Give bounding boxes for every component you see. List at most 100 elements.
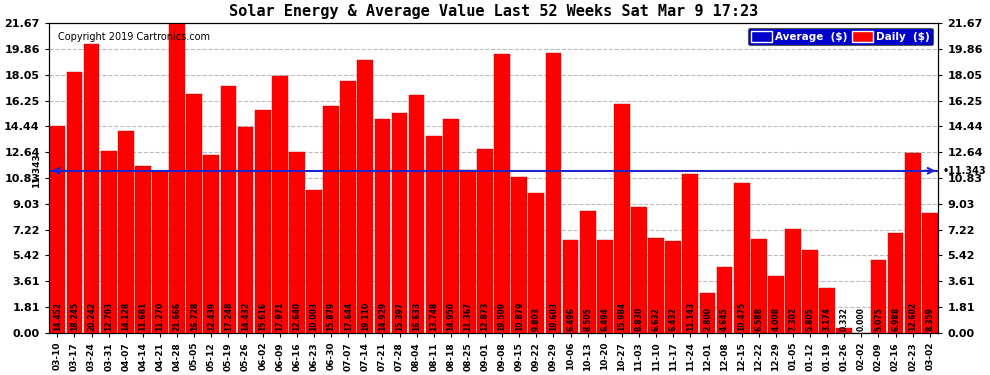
Text: 15.397: 15.397 <box>395 302 404 331</box>
Title: Solar Energy & Average Value Last 52 Weeks Sat Mar 9 17:23: Solar Energy & Average Value Last 52 Wee… <box>229 4 758 19</box>
Bar <box>580 211 596 333</box>
Legend: Average  ($), Daily  ($): Average ($), Daily ($) <box>747 28 934 45</box>
Text: 6.432: 6.432 <box>668 307 678 331</box>
Bar <box>614 104 630 333</box>
Bar <box>717 267 733 333</box>
Bar <box>734 183 749 333</box>
Bar <box>905 153 921 333</box>
Bar <box>870 260 886 333</box>
Bar <box>118 131 134 333</box>
Bar <box>768 276 784 333</box>
Text: 11.681: 11.681 <box>139 302 148 331</box>
Text: 10.879: 10.879 <box>515 302 524 331</box>
Bar <box>545 53 561 333</box>
Bar <box>374 120 390 333</box>
Text: 14.929: 14.929 <box>378 302 387 331</box>
Text: Copyright 2019 Cartronics.com: Copyright 2019 Cartronics.com <box>57 32 210 42</box>
Text: 20.242: 20.242 <box>87 302 96 331</box>
Text: 12.703: 12.703 <box>104 302 113 331</box>
Bar <box>750 239 766 333</box>
Bar <box>888 233 904 333</box>
Text: 15.879: 15.879 <box>327 302 336 331</box>
Text: 0.000: 0.000 <box>857 307 866 331</box>
Bar <box>820 288 835 333</box>
Bar <box>392 113 407 333</box>
Text: 4.008: 4.008 <box>771 307 780 331</box>
Text: 6.496: 6.496 <box>566 307 575 331</box>
Bar <box>529 193 545 333</box>
Bar <box>135 166 150 333</box>
Text: 17.248: 17.248 <box>224 302 233 331</box>
Bar <box>66 72 82 333</box>
Text: 11.143: 11.143 <box>686 302 695 331</box>
Bar <box>460 170 476 333</box>
Bar <box>837 328 852 333</box>
Text: 14.452: 14.452 <box>52 302 61 331</box>
Bar <box>426 136 442 333</box>
Bar <box>802 250 818 333</box>
Text: 17.644: 17.644 <box>344 302 352 331</box>
Bar <box>152 172 168 333</box>
Bar <box>169 23 185 333</box>
Bar <box>186 94 202 333</box>
Text: 13.748: 13.748 <box>430 302 439 331</box>
Text: 6.632: 6.632 <box>651 307 660 331</box>
Bar <box>238 127 253 333</box>
Text: 9.803: 9.803 <box>532 307 541 331</box>
Text: 12.873: 12.873 <box>480 302 489 331</box>
Bar <box>409 95 425 333</box>
Bar <box>272 76 288 333</box>
Bar <box>682 174 698 333</box>
Text: 21.666: 21.666 <box>172 302 181 331</box>
Text: 10.475: 10.475 <box>738 302 746 331</box>
Bar <box>50 126 65 333</box>
Bar <box>443 119 458 333</box>
Bar <box>785 228 801 333</box>
Text: 18.245: 18.245 <box>70 302 79 331</box>
Text: 15.984: 15.984 <box>618 302 627 331</box>
Text: 4.645: 4.645 <box>720 307 729 331</box>
Text: 14.128: 14.128 <box>122 302 131 331</box>
Bar <box>357 60 373 333</box>
Text: 17.971: 17.971 <box>275 302 284 331</box>
Bar <box>84 44 99 333</box>
Bar <box>101 152 117 333</box>
Text: 8.830: 8.830 <box>635 307 644 331</box>
Text: 14.432: 14.432 <box>241 302 250 331</box>
Bar <box>700 293 716 333</box>
Text: 5.805: 5.805 <box>806 307 815 331</box>
Bar <box>665 241 681 333</box>
Text: 8.359: 8.359 <box>926 307 935 331</box>
Text: 19.603: 19.603 <box>549 302 558 331</box>
Bar <box>648 238 664 333</box>
Text: 19.509: 19.509 <box>498 302 507 331</box>
Bar <box>512 177 527 333</box>
Text: •11.343: •11.343 <box>942 166 986 176</box>
Text: 0.332: 0.332 <box>840 307 848 331</box>
Text: 3.174: 3.174 <box>823 307 832 331</box>
Text: 11.343: 11.343 <box>33 153 42 188</box>
Text: 16.728: 16.728 <box>190 302 199 331</box>
Text: 15.616: 15.616 <box>258 302 267 331</box>
Text: 12.439: 12.439 <box>207 302 216 331</box>
Text: 14.950: 14.950 <box>446 302 455 331</box>
Text: 16.633: 16.633 <box>412 302 421 331</box>
Bar <box>306 190 322 333</box>
Text: 2.800: 2.800 <box>703 307 712 331</box>
Bar <box>597 240 613 333</box>
Bar <box>221 86 237 333</box>
Text: 5.075: 5.075 <box>874 307 883 331</box>
Bar <box>254 110 270 333</box>
Bar <box>562 240 578 333</box>
Bar <box>323 106 339 333</box>
Bar <box>632 207 646 333</box>
Bar <box>922 213 938 333</box>
Text: 6.988: 6.988 <box>891 307 900 331</box>
Text: 7.302: 7.302 <box>788 307 798 331</box>
Bar <box>341 81 356 333</box>
Text: 6.588: 6.588 <box>754 307 763 331</box>
Text: 12.640: 12.640 <box>292 302 301 331</box>
Text: 19.110: 19.110 <box>360 302 370 331</box>
Bar <box>494 54 510 333</box>
Bar <box>477 149 493 333</box>
